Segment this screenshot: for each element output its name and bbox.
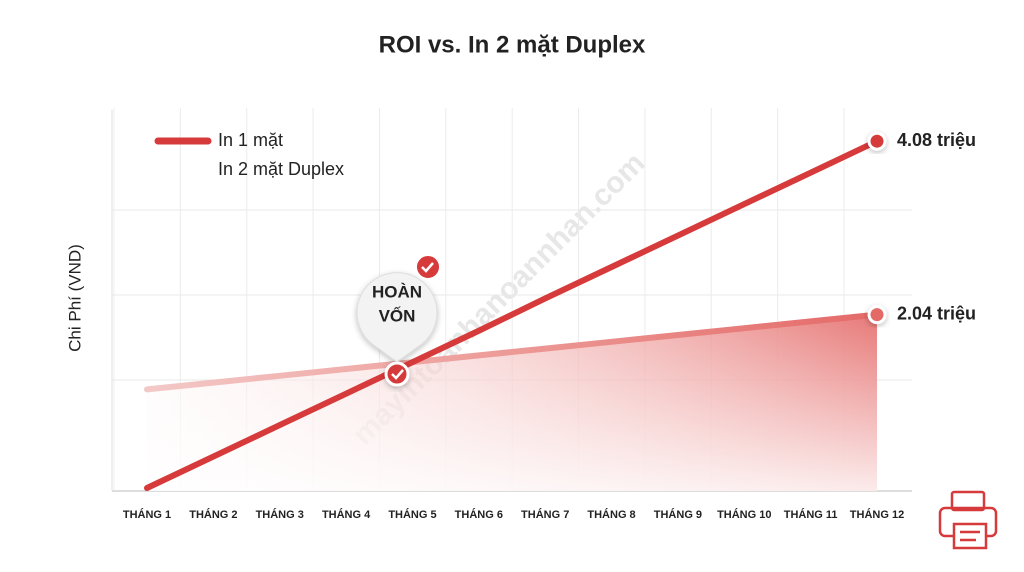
- legend-label: In 2 mặt Duplex: [218, 159, 344, 179]
- x-tick-label: THÁNG 10: [717, 508, 771, 521]
- x-tick-label: THÁNG 4: [322, 508, 371, 521]
- break-even-point: [384, 361, 410, 387]
- line: [144, 311, 880, 393]
- check: [391, 369, 404, 380]
- x-tick-label: THÁNG 3: [256, 508, 304, 521]
- printer-icon: [938, 490, 998, 550]
- y-axis-label: Chi Phí (VND): [65, 244, 84, 352]
- chart-title: ROI vs. In 2 mặt Duplex: [379, 31, 646, 58]
- x-tick-label: THÁNG 6: [455, 508, 503, 521]
- legend-label: In 1 mặt: [218, 130, 283, 150]
- x-tick-label: THÁNG 1: [123, 508, 171, 521]
- data-label: 4.08 triệu: [897, 130, 976, 150]
- x-tick-label: THÁNG 8: [587, 508, 635, 521]
- area-fade: [147, 314, 877, 491]
- data-label: 2.04 triệu: [897, 303, 976, 323]
- point: [867, 131, 887, 151]
- point: [867, 305, 887, 325]
- x-tick-label: THÁNG 7: [521, 508, 569, 521]
- callout: [356, 272, 438, 363]
- x-tick-label: THÁNG 9: [654, 508, 702, 521]
- x-tick-label: THÁNG 5: [388, 508, 436, 521]
- annotation: HOÀN: [372, 282, 422, 301]
- x-tick-label: THÁNG 11: [784, 508, 838, 521]
- annotation: VỐN: [379, 305, 416, 325]
- x-tick-label: THÁNG 2: [189, 508, 237, 521]
- check: [421, 262, 434, 273]
- x-tick-label: THÁNG 12: [850, 508, 904, 521]
- line: [144, 138, 880, 491]
